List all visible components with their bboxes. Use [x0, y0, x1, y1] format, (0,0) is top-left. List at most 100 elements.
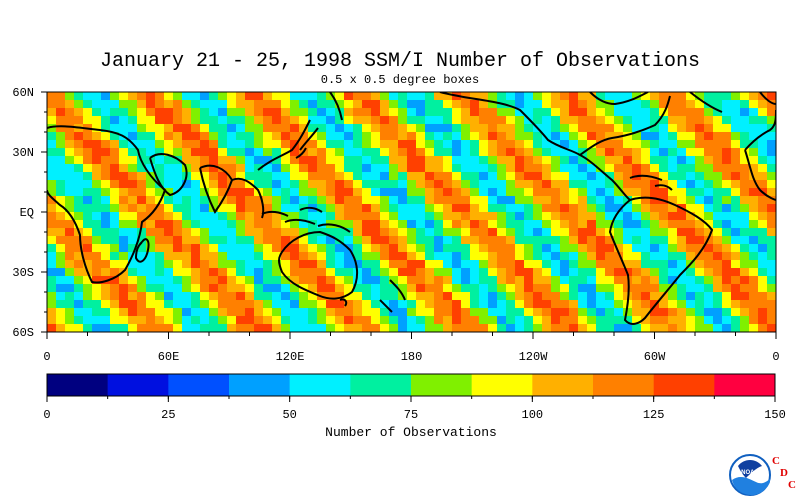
field-cell: [119, 188, 129, 197]
field-cell: [425, 116, 435, 125]
field-cell: [704, 196, 714, 205]
field-cell: [668, 204, 678, 213]
field-cell: [245, 260, 255, 269]
field-cell: [317, 268, 327, 277]
field-cell: [641, 268, 651, 277]
field-cell: [353, 316, 363, 325]
field-cell: [479, 180, 489, 189]
field-cell: [722, 148, 732, 157]
field-cell: [290, 204, 300, 213]
field-cell: [326, 164, 336, 173]
field-cell: [641, 188, 651, 197]
field-cell: [236, 212, 246, 221]
field-cell: [164, 236, 174, 245]
field-cell: [758, 220, 768, 229]
field-cell: [281, 156, 291, 165]
field-cell: [290, 92, 300, 101]
field-cell: [749, 124, 759, 133]
field-cell: [47, 324, 57, 332]
field-cell: [101, 92, 111, 101]
field-cell: [668, 244, 678, 253]
field-cell: [488, 188, 498, 197]
field-cell: [578, 164, 588, 173]
field-cell: [704, 236, 714, 245]
field-cell: [335, 156, 345, 165]
field-cell: [605, 196, 615, 205]
field-cell: [56, 228, 66, 237]
field-cell: [128, 260, 138, 269]
field-cell: [470, 132, 480, 141]
field-cell: [713, 244, 723, 253]
field-cell: [92, 292, 102, 301]
field-cell: [695, 220, 705, 229]
field-cell: [695, 228, 705, 237]
field-cell: [623, 164, 633, 173]
field-cell: [452, 300, 462, 309]
field-cell: [326, 252, 336, 261]
field-cell: [605, 244, 615, 253]
field-cell: [506, 124, 516, 133]
field-cell: [47, 204, 57, 213]
field-cell: [596, 316, 606, 325]
field-cell: [209, 300, 219, 309]
field-cell: [47, 252, 57, 261]
field-cell: [209, 252, 219, 261]
field-cell: [173, 132, 183, 141]
field-cell: [110, 308, 120, 317]
field-cell: [119, 292, 129, 301]
field-cell: [596, 172, 606, 181]
field-cell: [245, 316, 255, 325]
field-cell: [173, 108, 183, 117]
colorbar-segment: [593, 374, 654, 396]
field-cell: [767, 284, 776, 293]
field-cell: [353, 236, 363, 245]
field-cell: [308, 284, 318, 293]
field-cell: [713, 180, 723, 189]
field-cell: [164, 220, 174, 229]
field-cell: [704, 156, 714, 165]
field-cell: [173, 140, 183, 149]
field-cell: [119, 172, 129, 181]
field-cell: [164, 284, 174, 293]
field-cell: [443, 156, 453, 165]
field-cell: [146, 212, 156, 221]
field-cell: [173, 164, 183, 173]
field-cell: [623, 132, 633, 141]
field-cell: [371, 108, 381, 117]
field-cell: [578, 220, 588, 229]
field-cell: [326, 316, 336, 325]
field-cell: [488, 212, 498, 221]
field-cell: [749, 324, 759, 332]
field-cell: [497, 164, 507, 173]
field-cell: [209, 308, 219, 317]
field-cell: [488, 252, 498, 261]
field-cell: [209, 180, 219, 189]
field-cell: [731, 316, 741, 325]
field-cell: [749, 268, 759, 277]
field-cell: [524, 324, 534, 332]
field-cell: [371, 148, 381, 157]
field-cell: [164, 316, 174, 325]
field-cell: [137, 204, 147, 213]
field-cell: [398, 308, 408, 317]
field-cell: [272, 196, 282, 205]
field-cell: [398, 180, 408, 189]
field-cell: [344, 316, 354, 325]
field-cell: [488, 236, 498, 245]
field-cell: [65, 156, 75, 165]
field-cell: [704, 324, 714, 332]
field-cell: [758, 212, 768, 221]
field-cell: [623, 212, 633, 221]
field-cell: [569, 284, 579, 293]
field-cell: [578, 244, 588, 253]
field-cell: [47, 300, 57, 309]
field-cell: [479, 164, 489, 173]
field-cell: [254, 180, 264, 189]
field-cell: [164, 260, 174, 269]
field-cell: [146, 324, 156, 332]
field-cell: [137, 228, 147, 237]
field-cell: [254, 212, 264, 221]
field-cell: [101, 260, 111, 269]
field-cell: [551, 164, 561, 173]
field-cell: [182, 156, 192, 165]
